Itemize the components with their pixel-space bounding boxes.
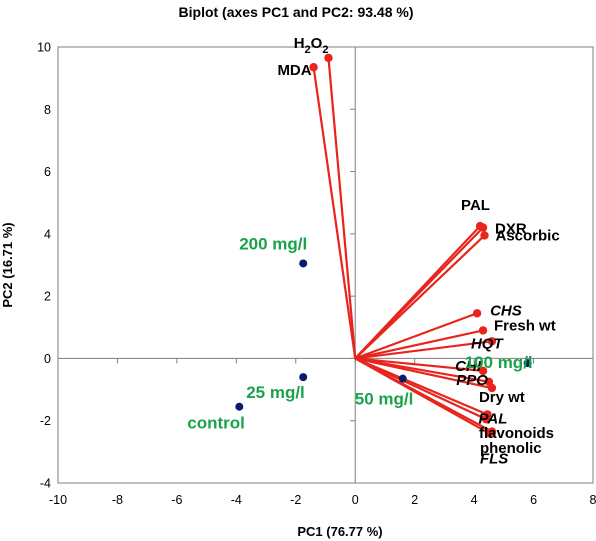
variable-vector [312,67,357,359]
x-tick-label: 0 [352,493,359,507]
variable-vector-tip [487,337,497,346]
variable-vector-tip [487,427,497,436]
x-tick-label: -4 [231,493,242,507]
y-tick-label: -2 [40,414,51,428]
variable-vector [354,357,493,433]
variable-vector [355,357,484,372]
variable-vector-tip [478,223,488,232]
variable-label: Fresh wt [494,317,556,334]
y-tick-label: 0 [44,352,51,366]
variable-label: DXR [495,221,527,238]
axes-layer [57,46,594,484]
observation-label: 100 mg/l [465,353,533,372]
x-tick-label: 8 [590,493,596,507]
observation-label: 25 mg/l [246,383,305,402]
variable-label: MDA [277,62,311,79]
observation-point [299,259,308,268]
observation-point [398,374,407,383]
plot-area [57,46,594,484]
y-tick-label: 6 [44,165,51,179]
variable-label: phenolic [480,440,542,457]
variable-vector-tip [309,63,318,72]
observation-label: 200 mg/l [239,234,307,253]
variable-label: FLS [480,451,508,468]
observation-label: control [187,414,245,433]
variable-vector-tip [478,326,488,335]
variable-vector-tip [478,366,488,376]
variable-vector [354,234,486,360]
x-tick-label: -6 [171,493,182,507]
variable-vector [354,226,484,360]
observation-point [523,359,532,368]
observation-points [235,259,532,411]
y-tick-label: 2 [44,290,51,304]
variable-vector [354,357,493,390]
y-tick-label: 4 [44,227,51,241]
variable-vector-tip [481,414,491,424]
x-tick-label: 4 [471,493,478,507]
variable-label: CHI [455,358,482,375]
variable-vector [354,312,478,360]
variable-vector-tip [480,231,489,240]
variable-label: PAL [478,410,507,427]
x-tick-label: 6 [530,493,537,507]
y-tick-label: 8 [44,103,51,117]
x-axis-label: PC1 (76.77 %) [297,524,382,539]
variable-vectors [309,53,497,438]
x-tick-label: -8 [112,493,123,507]
variable-label: H2O2 [294,35,329,56]
variable-label: Ascorbic [496,227,560,244]
variable-vector-tip [484,377,494,386]
y-tick-label: -4 [40,477,51,491]
x-tick-label: 2 [411,493,418,507]
y-tick-label: 10 [37,41,51,55]
chart-title: Biplot (axes PC1 and PC2: 93.48 %) [179,4,414,20]
variable-vector-tip [324,53,333,63]
variable-label: Dry wt [479,389,525,406]
observation-point [299,373,308,382]
x-tick-label: -2 [290,493,301,507]
variable-vector [355,340,493,360]
observation-point [235,402,244,411]
variable-label: PAL [461,197,490,214]
y-axis-label: PC2 (16.71 %) [0,222,15,307]
variable-label: flavonoids [479,425,554,442]
variable-label: HQT [471,335,505,352]
variable-label: CHS [490,302,522,319]
variable-vector [327,57,357,359]
observation-label: 50 mg/l [355,390,414,409]
tick-labels: -10 -8 -6 -4 -2 0 2 4 6 8 -4 -2 0 2 4 6 8 10 [37,41,596,508]
variable-vector-tip [472,309,482,318]
variable-label: PPO [456,372,488,389]
x-tick-label: -10 [49,493,67,507]
variable-vector-tip [487,383,497,393]
variable-vector [354,357,487,421]
variable-vector [354,329,484,360]
